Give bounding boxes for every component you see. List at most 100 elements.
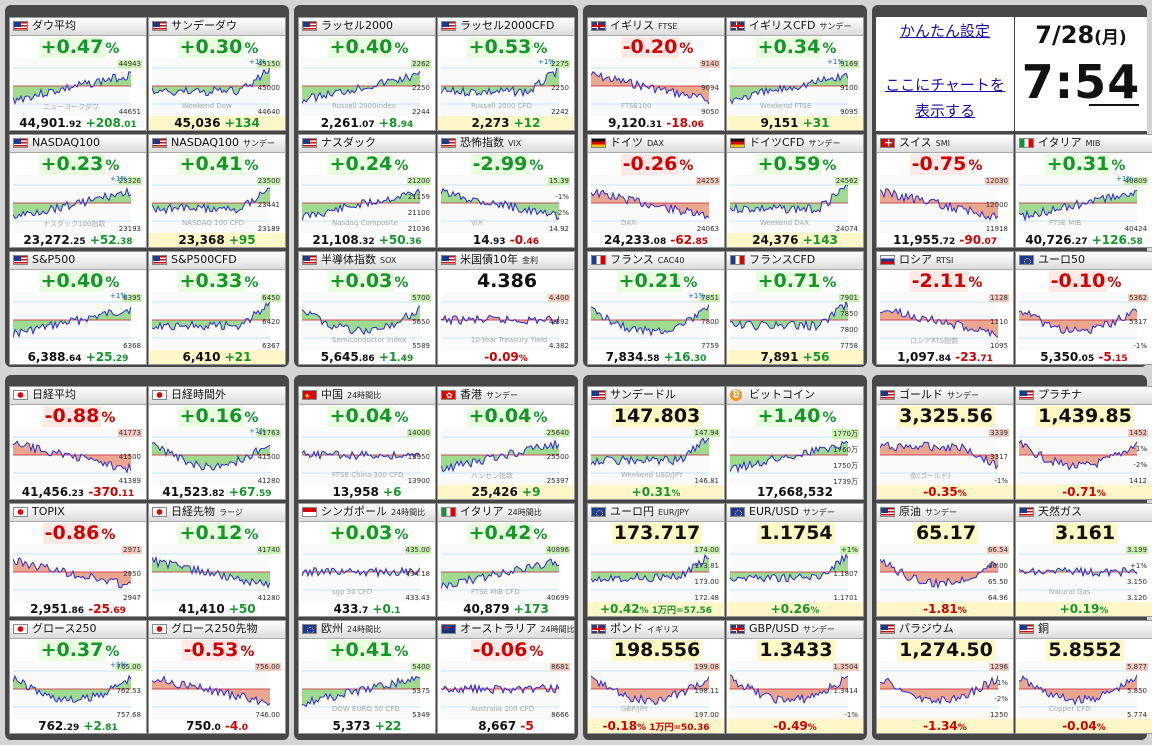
card-header[interactable]: 欧州 24時間比 — [299, 621, 435, 639]
market-card-dow[interactable]: ダウ平均 +0.47% ニューヨークダウ 44943 44651 44,901.92 +2… — [9, 17, 147, 131]
mini-chart[interactable]: 174.00 173.81 173.00 172.48 — [591, 544, 721, 602]
card-header[interactable]: フランス CAC40 — [588, 252, 724, 270]
mini-chart[interactable]: DAX 24253 24063 — [591, 175, 721, 233]
market-card-europe[interactable]: 欧州 24時間比 +0.41% DOW EURO 50 CFD 5400 5375 5349… — [298, 620, 436, 734]
market-card-eurjpy[interactable]: ユーロ円 EUR/JPY 173.717 174.00 173.81 173.00 172.… — [587, 503, 725, 617]
market-card-nasdaq100[interactable]: NASDAQ100 +0.23% ナスダック100指数 23326 23193 +1% 23… — [9, 134, 147, 248]
mini-chart[interactable]: Semiconductor Index 5700 5650 5589 — [302, 292, 432, 350]
card-header[interactable]: ロシア RTSI — [877, 252, 1013, 270]
card-header[interactable]: ドイツCFD サンデー — [727, 135, 863, 153]
mini-chart[interactable]: DOW EURO 50 CFD 5400 5375 5349 — [302, 661, 432, 719]
card-header[interactable]: グロース250 — [10, 621, 146, 639]
market-card-china[interactable]: 中国 24時間比 +0.04% FTSE China 300 CFD 14000 1395… — [298, 386, 436, 500]
mini-chart[interactable]: GBP/JPY 199.08 198.11 197.00 — [591, 661, 721, 719]
show-chart-link[interactable]: ここにチャートを — [885, 76, 1005, 94]
mini-chart[interactable]: VIX 15.39 -1% -2% 14.92 — [441, 175, 571, 233]
mini-chart[interactable]: 1452 -1% -2% 1412 — [1019, 427, 1149, 485]
mini-chart[interactable]: Russell 2000 CFD 2275 2250 2242 +1% — [441, 58, 571, 116]
mini-chart[interactable]: 41763 41500 41280 +1% — [152, 427, 282, 485]
mini-chart[interactable]: Weekend Dow 45150 45000 44640 +1% — [152, 58, 282, 116]
card-header[interactable]: ゴールド サンデー — [877, 387, 1013, 405]
mini-chart[interactable]: 5362 5317 -1% — [1019, 292, 1149, 350]
mini-chart[interactable]: Natural Gas 3.199 +1% 3.150 3.120 — [1019, 544, 1149, 602]
market-card-gbpusd[interactable]: GBP/USD サンデー 1.3433 1.3504 1.3414 -1% -0.49% — [726, 620, 864, 734]
card-header[interactable]: プラチナ — [1016, 387, 1152, 405]
market-card-growth250[interactable]: グロース250 +0.37% 765.00 762.53 757.68 +1% 762.29… — [9, 620, 147, 734]
market-card-platinum[interactable]: プラチナ 1,439.85 1452 -1% -2% 1412 -0.71% — [1015, 386, 1152, 500]
mini-chart[interactable]: 2971 2950 2947 — [13, 544, 143, 602]
market-card-gold[interactable]: ゴールド サンデー 3,325.56 金(ゴールド) 3339 3317 -1% -0.35% — [876, 386, 1014, 500]
mini-chart[interactable]: Copper CFD 5.877 5.850 5.774 — [1019, 661, 1149, 719]
market-card-mib[interactable]: イタリア MIB +0.31% FTSE MIB 40809 40424 +1% 40,726… — [1015, 134, 1152, 248]
mini-chart[interactable]: Weekend USD/JPY 147.94 146.81 — [591, 427, 721, 485]
mini-chart[interactable]: 41773 41500 41389 — [13, 427, 143, 485]
card-header[interactable]: GBP/USD サンデー — [727, 621, 863, 639]
mini-chart[interactable]: ロシアRTS指数 1128 1110 1095 — [880, 292, 1010, 350]
mini-chart[interactable]: Australia 200 CFD 8681 8666 — [441, 661, 571, 719]
card-header[interactable]: 半導体指数 SOX — [299, 252, 435, 270]
card-header[interactable]: 日経平均 — [10, 387, 146, 405]
mini-chart[interactable]: 1.3504 1.3414 -1% — [730, 661, 860, 719]
card-header[interactable]: パラジウム — [877, 621, 1013, 639]
card-header[interactable]: イギリス FTSE — [588, 18, 724, 36]
card-header[interactable]: NASDAQ100 — [10, 135, 146, 153]
card-header[interactable]: ユーロ50 — [1016, 252, 1152, 270]
card-header[interactable]: 日経先物 ラージ — [149, 504, 285, 522]
mini-chart[interactable]: Nasdaq Composite 21200 21159 21100 21036 — [302, 175, 432, 233]
mini-chart[interactable]: 7851 7800 7759 +1% — [591, 292, 721, 350]
market-card-sox[interactable]: 半導体指数 SOX +0.03% Semiconductor Index 5700 565… — [298, 251, 436, 365]
market-card-gbpjpy[interactable]: ポンド イギリス 198.556 GBP/JPY 199.08 198.11 197.00-… — [587, 620, 725, 734]
card-header[interactable]: サンデードル — [588, 387, 724, 405]
card-header[interactable]: S&P500CFD — [149, 252, 285, 270]
card-header[interactable]: オーストラリア 24時間比 — [438, 621, 574, 639]
market-card-copper[interactable]: 銅 5.8552 Copper CFD 5.877 5.850 5.774 -0.04% — [1015, 620, 1152, 734]
mini-chart[interactable]: 66.54 66.00 65.50 64.96 — [880, 544, 1010, 602]
card-header[interactable]: フランスCFD — [727, 252, 863, 270]
card-header[interactable]: ドイツ DAX — [588, 135, 724, 153]
mini-chart[interactable]: 756.00 746.00 — [152, 661, 282, 719]
market-card-uk_cfd[interactable]: イギリスCFD サンデー +0.34% Weekend FTSE 9169 9100 909… — [726, 17, 864, 131]
mini-chart[interactable]: 6395 6368 +1% — [13, 292, 143, 350]
mini-chart[interactable]: Weekend DAX 24562 24074 — [730, 175, 860, 233]
card-header[interactable]: 銅 — [1016, 621, 1152, 639]
market-card-ftse[interactable]: イギリス FTSE -0.20% FTSE100 9140 9094 9050 9,120.3… — [587, 17, 725, 131]
easy-settings-link[interactable]: かんたん設定 — [899, 22, 990, 40]
market-card-euro50[interactable]: ユーロ50 -0.10% 5362 5317 -1% 5,350.05 -5.15 — [1015, 251, 1152, 365]
market-card-dax[interactable]: ドイツ DAX -0.26% DAX 24253 24063 24,233.08 -62.8… — [587, 134, 725, 248]
card-header[interactable]: ナスダック — [299, 135, 435, 153]
market-card-nikkei[interactable]: 日経平均 -0.88% 41773 41500 41389 41,456.23 -370.… — [9, 386, 147, 500]
market-card-natgas[interactable]: 天然ガス 3.161 Natural Gas 3.199 +1% 3.150 3.120 +0… — [1015, 503, 1152, 617]
card-header[interactable]: ダウ平均 — [10, 18, 146, 36]
market-card-nikkei_fut[interactable]: 日経先物 ラージ +0.12% 41740 41280 41,410 +50 — [148, 503, 286, 617]
market-card-france_cfd[interactable]: フランスCFD +0.71% 7901 7850 7800 7758 7,891 +56 — [726, 251, 864, 365]
mini-chart[interactable]: ナスダック100指数 23326 23193 +1% — [13, 175, 143, 233]
mini-chart[interactable]: 1770万 1760万 1750万 1739万 — [730, 427, 860, 486]
mini-chart[interactable]: FTSE MIB CFD 40896 40699 — [441, 544, 571, 602]
mini-chart[interactable]: ニューヨークダウ 44943 44651 — [13, 58, 143, 116]
card-header[interactable]: ラッセル2000CFD — [438, 18, 574, 36]
market-card-cac40[interactable]: フランス CAC40 +0.21% 7851 7800 7759 +1% 7,834.58 +… — [587, 251, 725, 365]
market-card-hk[interactable]: 香港サンデー+0.04%ハンセン指数25640255002539725,426 … — [437, 386, 575, 500]
mini-chart[interactable]: Russell 2000Index 2262 2250 2244 — [302, 58, 432, 116]
market-card-sp500_cfd[interactable]: S&P500CFD +0.33% 6450 6420 6367 6,410 +21 — [148, 251, 286, 365]
market-card-nasdaq100_sun[interactable]: NASDAQ100 サンデー +0.41% NASDAQ 100 CFD 23500 23… — [148, 134, 286, 248]
market-card-us10y[interactable]: 米国債10年 金利 4.386 10-Year Treasury Yield 4.400… — [437, 251, 575, 365]
market-card-eurusd[interactable]: EUR/USD サンデー 1.1754 +1% 1.1807 1.1701 +0.26% — [726, 503, 864, 617]
market-card-australia[interactable]: オーストラリア 24時間比 -0.06% Australia 200 CFD 8681 8… — [437, 620, 575, 734]
mini-chart[interactable]: 1296 -1% -2% 1250 — [880, 661, 1010, 719]
mini-chart[interactable]: +1% 1.1807 1.1701 — [730, 544, 860, 602]
mini-chart[interactable]: 6450 6420 6367 — [152, 292, 282, 350]
mini-chart[interactable]: Weekend FTSE 9169 9100 9095 +1% — [730, 58, 860, 116]
mini-chart[interactable]: 41740 41280 — [152, 544, 282, 602]
card-header[interactable]: イタリア MIB — [1016, 135, 1152, 153]
market-card-dax_cfd[interactable]: ドイツCFD サンデー +0.59% Weekend DAX 24562 24074 24,… — [726, 134, 864, 248]
card-header[interactable]: イタリア 24時間比 — [438, 504, 574, 522]
mini-chart[interactable]: sgp 30 CFD 435.00 434.18 433.43 — [302, 544, 432, 602]
card-header[interactable]: サンデーダウ — [149, 18, 285, 36]
market-card-usdjpy[interactable]: サンデードル 147.803 Weekend USD/JPY 147.94 146.81… — [587, 386, 725, 500]
show-chart-link[interactable]: 表示する — [914, 102, 975, 120]
market-card-italy[interactable]: イタリア 24時間比 +0.42% FTSE MIB CFD 40896 40699 40,… — [437, 503, 575, 617]
mini-chart[interactable]: ハンセン指数 25640 25500 25397 — [441, 427, 571, 485]
